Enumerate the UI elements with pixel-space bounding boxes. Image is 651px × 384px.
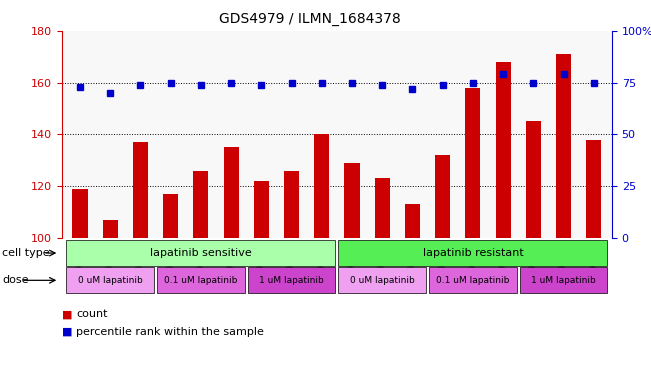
Text: percentile rank within the sample: percentile rank within the sample	[76, 327, 264, 337]
Text: 0.1 uM lapatinib: 0.1 uM lapatinib	[436, 276, 510, 285]
Bar	[163, 194, 178, 238]
Bar	[193, 170, 208, 238]
Bar	[375, 179, 390, 238]
Text: 0 uM lapatinib: 0 uM lapatinib	[350, 276, 415, 285]
Text: 0.1 uM lapatinib: 0.1 uM lapatinib	[164, 276, 238, 285]
Text: ■: ■	[62, 327, 72, 337]
Bar	[587, 139, 602, 238]
Text: 1 uM lapatinib: 1 uM lapatinib	[259, 276, 324, 285]
Bar	[223, 147, 239, 238]
Text: 0 uM lapatinib: 0 uM lapatinib	[78, 276, 143, 285]
Bar	[284, 170, 299, 238]
Bar	[495, 62, 510, 238]
Bar	[133, 142, 148, 238]
Bar	[314, 134, 329, 238]
Text: ■: ■	[62, 310, 72, 319]
Text: count: count	[76, 310, 107, 319]
Bar	[556, 54, 571, 238]
Text: GDS4979 / ILMN_1684378: GDS4979 / ILMN_1684378	[219, 12, 400, 25]
Bar	[103, 220, 118, 238]
Text: lapatinib sensitive: lapatinib sensitive	[150, 248, 252, 258]
Bar	[405, 204, 420, 238]
Bar	[344, 163, 359, 238]
Text: lapatinib resistant: lapatinib resistant	[422, 248, 523, 258]
Text: cell type: cell type	[2, 248, 49, 258]
Bar	[254, 181, 269, 238]
Bar	[526, 121, 541, 238]
Bar	[435, 155, 450, 238]
Bar	[465, 88, 480, 238]
Text: dose: dose	[2, 275, 29, 285]
Text: 1 uM lapatinib: 1 uM lapatinib	[531, 276, 596, 285]
Bar	[72, 189, 87, 238]
